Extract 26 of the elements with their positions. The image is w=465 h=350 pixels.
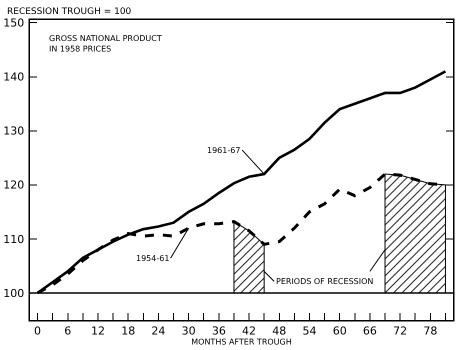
- x-tick-label: 18: [121, 324, 136, 338]
- x-tick-label: 12: [90, 324, 105, 338]
- x-tick-label: 48: [272, 324, 286, 338]
- x-tick-label: 30: [182, 324, 196, 338]
- x-tick-label: 54: [302, 324, 316, 338]
- x-tick-label: 78: [423, 324, 438, 338]
- x-tick-label: 42: [242, 324, 256, 338]
- x-tick-label: 72: [393, 324, 408, 338]
- x-tick-label: 24: [151, 324, 166, 338]
- x-tick-label: 6: [64, 324, 72, 338]
- x-tick-label: 66: [362, 324, 377, 338]
- y-tick-label: 110: [3, 232, 24, 246]
- text: GROSS NATIONAL PRODUCT IN 1958 PRICES: [49, 34, 162, 54]
- y-tick-label: 130: [3, 124, 24, 138]
- y-tick-label: 140: [3, 70, 24, 84]
- y-tick-label: 120: [3, 178, 24, 192]
- x-tick-label: 0: [34, 324, 42, 338]
- text: 1954-61: [136, 254, 170, 263]
- y-axis-title: RECESSION TROUGH = 100: [7, 7, 132, 17]
- y-tick-label: 100: [3, 286, 24, 300]
- annotation: PERIODS OF RECESSION: [276, 277, 374, 286]
- x-tick-label: 36: [212, 324, 226, 338]
- text: 1961-67: [207, 146, 240, 155]
- x-tick-label: 60: [332, 324, 347, 338]
- x-axis-title: MONTHS AFTER TROUGH: [191, 338, 292, 347]
- y-tick-label: 150: [3, 16, 24, 30]
